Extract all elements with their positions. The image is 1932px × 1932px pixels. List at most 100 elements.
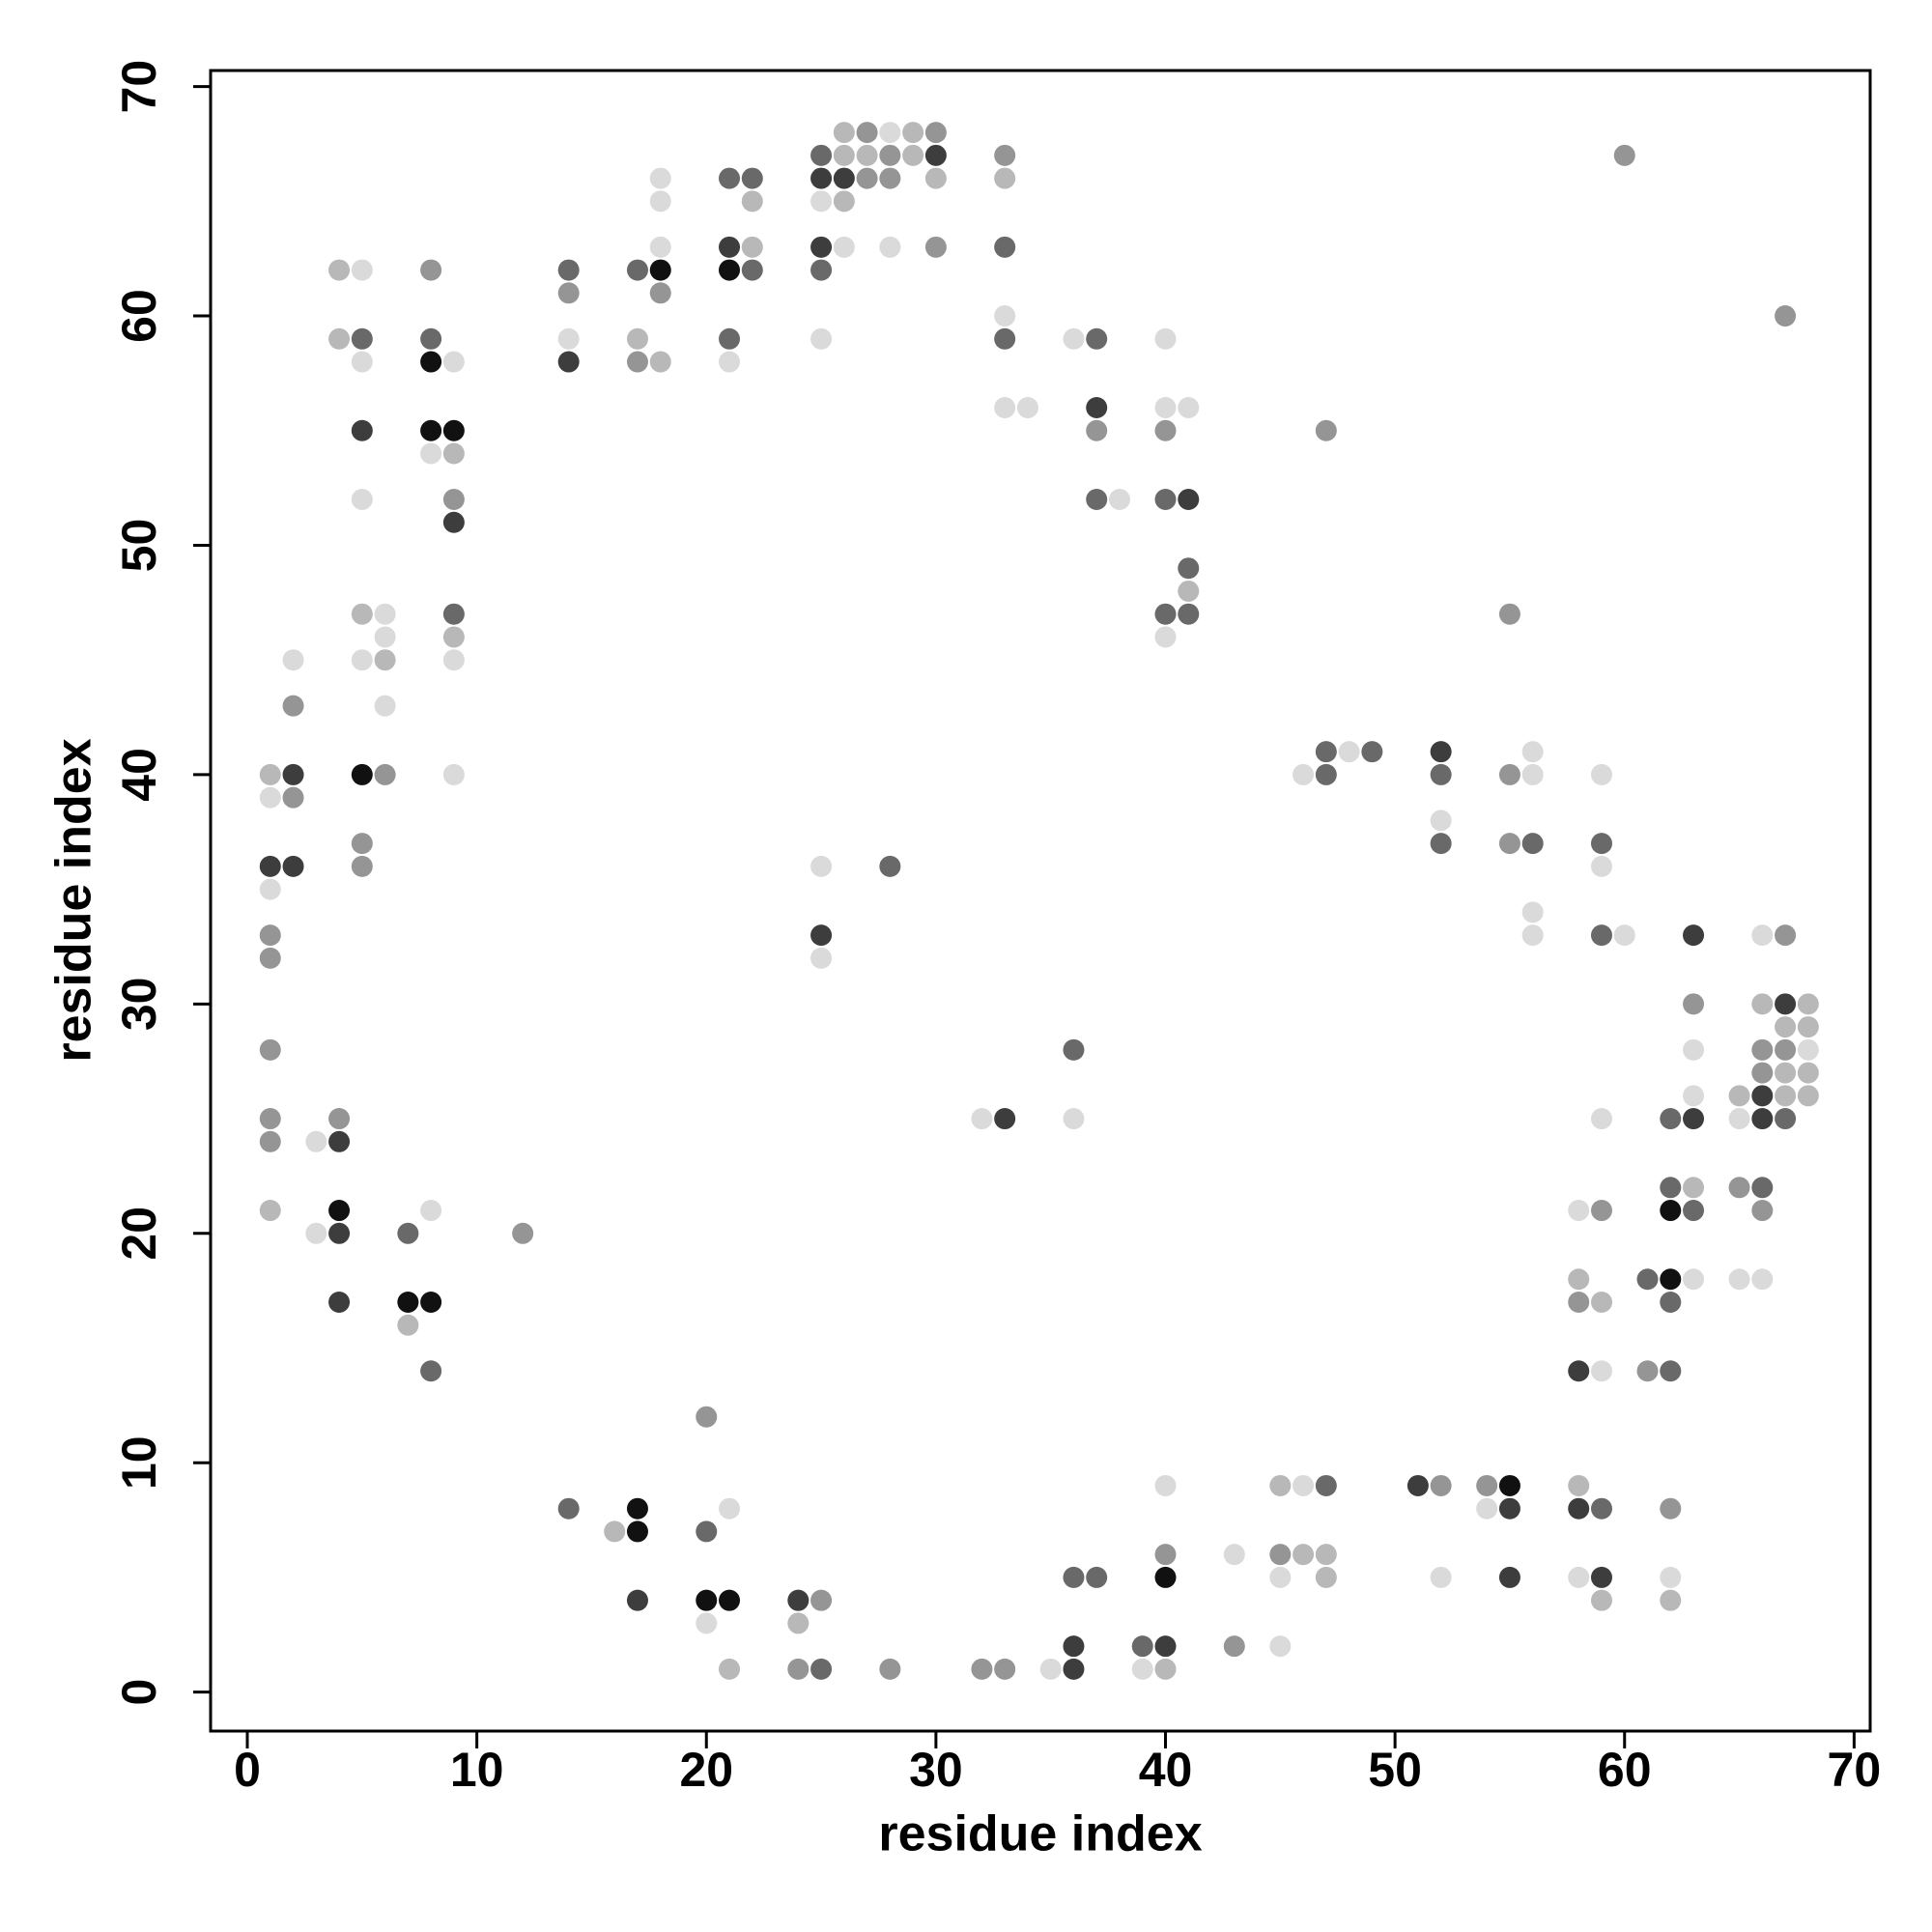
point xyxy=(1775,1062,1797,1084)
point xyxy=(1728,1108,1750,1130)
point xyxy=(1590,1292,1612,1314)
point xyxy=(1568,1360,1590,1382)
point xyxy=(741,190,763,213)
point xyxy=(1636,1360,1659,1382)
point xyxy=(557,282,580,304)
point xyxy=(259,878,281,900)
point xyxy=(282,786,304,809)
point xyxy=(1338,741,1360,763)
point xyxy=(351,603,373,625)
point xyxy=(1797,1016,1819,1038)
point xyxy=(1660,1497,1682,1520)
point xyxy=(1430,1566,1452,1588)
y-tick-label: 70 xyxy=(112,60,166,114)
point xyxy=(626,327,648,350)
point xyxy=(1315,741,1337,763)
point xyxy=(1797,1038,1819,1061)
point xyxy=(1590,924,1612,947)
point xyxy=(879,236,901,258)
point xyxy=(719,351,741,373)
point xyxy=(994,1658,1016,1680)
point xyxy=(719,167,741,189)
point xyxy=(1775,1108,1797,1130)
point xyxy=(649,190,671,213)
point xyxy=(259,1130,281,1152)
point xyxy=(833,122,855,144)
point xyxy=(833,236,855,258)
point xyxy=(1683,1268,1705,1291)
y-tick-label: 30 xyxy=(112,978,166,1032)
point xyxy=(328,1222,351,1244)
y-tick-label: 10 xyxy=(112,1435,166,1490)
point xyxy=(1178,397,1200,419)
point xyxy=(1568,1497,1590,1520)
point xyxy=(1521,833,1544,855)
point xyxy=(1063,327,1085,350)
point xyxy=(719,1589,741,1611)
point xyxy=(902,122,924,144)
point xyxy=(1660,1589,1682,1611)
point xyxy=(1498,833,1520,855)
point xyxy=(1751,1108,1774,1130)
point xyxy=(259,1108,281,1130)
point xyxy=(1683,924,1705,947)
point xyxy=(1476,1497,1498,1520)
point xyxy=(1683,1200,1705,1222)
point xyxy=(420,419,442,441)
point xyxy=(879,122,901,144)
point xyxy=(626,351,648,373)
point xyxy=(810,855,833,877)
point xyxy=(1430,833,1452,855)
y-tick-label: 60 xyxy=(112,289,166,343)
point xyxy=(856,144,878,166)
point xyxy=(282,763,304,785)
point xyxy=(351,351,373,373)
point xyxy=(924,144,947,166)
point xyxy=(442,442,465,465)
point xyxy=(1775,1085,1797,1107)
point xyxy=(1751,1085,1774,1107)
point xyxy=(282,855,304,877)
point xyxy=(1476,1474,1498,1496)
x-tick-label: 0 xyxy=(234,1743,261,1797)
point xyxy=(1775,305,1797,327)
point xyxy=(1154,397,1177,419)
x-tick-label: 10 xyxy=(450,1743,504,1797)
point xyxy=(1728,1268,1750,1291)
point xyxy=(924,236,947,258)
point xyxy=(856,122,878,144)
point xyxy=(442,649,465,671)
point xyxy=(1797,1062,1819,1084)
point xyxy=(1683,1038,1705,1061)
point xyxy=(1498,1566,1520,1588)
point xyxy=(810,167,833,189)
point xyxy=(1751,993,1774,1015)
point xyxy=(305,1130,327,1152)
point xyxy=(442,488,465,510)
point xyxy=(810,259,833,281)
point xyxy=(1223,1635,1245,1658)
point xyxy=(1521,901,1544,923)
point xyxy=(810,1589,833,1611)
point xyxy=(626,259,648,281)
point xyxy=(420,1200,442,1222)
point xyxy=(1728,1177,1750,1199)
point xyxy=(604,1520,626,1543)
point xyxy=(1315,419,1337,441)
point xyxy=(924,122,947,144)
point xyxy=(1178,580,1200,602)
point xyxy=(1521,763,1544,785)
point xyxy=(810,190,833,213)
point xyxy=(902,144,924,166)
y-axis-label: residue index xyxy=(46,738,102,1062)
point xyxy=(1063,1566,1085,1588)
point xyxy=(259,947,281,969)
point xyxy=(1178,603,1200,625)
point xyxy=(1154,1544,1177,1566)
point xyxy=(259,855,281,877)
point xyxy=(1361,741,1383,763)
point xyxy=(1430,741,1452,763)
point xyxy=(420,351,442,373)
point xyxy=(351,649,373,671)
point xyxy=(649,351,671,373)
